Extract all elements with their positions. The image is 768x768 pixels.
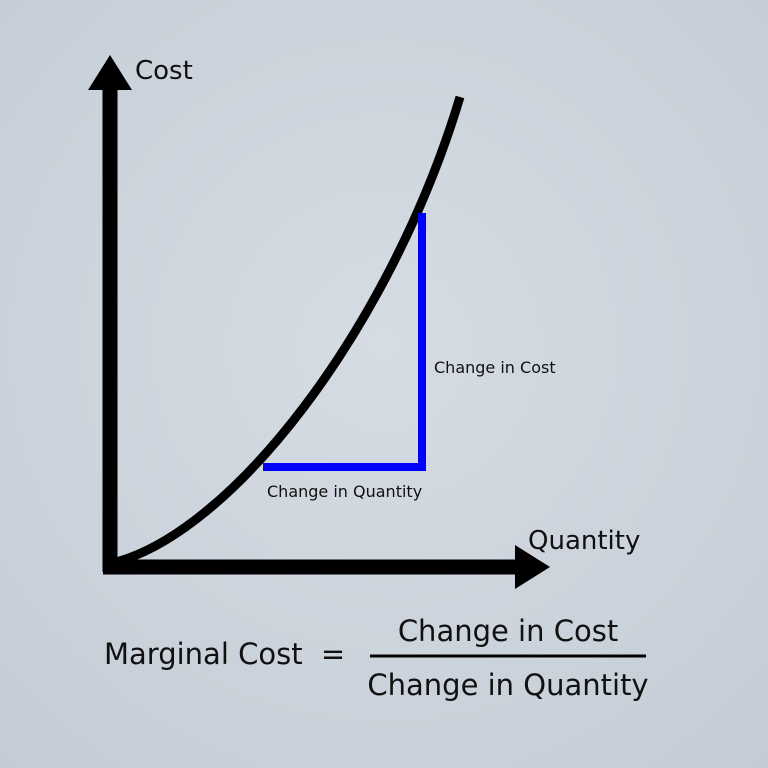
annotation: Change in Cost <box>434 358 556 377</box>
formula-equals: = <box>321 637 345 671</box>
annotation: Change in Quantity <box>267 482 422 501</box>
x-axis-label: Quantity <box>528 526 640 556</box>
x-axis-arrow <box>515 545 550 589</box>
slope-triangle <box>263 213 426 471</box>
y-axis-label: Cost <box>135 56 193 86</box>
y-axis-arrow <box>88 55 132 90</box>
cost-curve <box>110 95 465 568</box>
formula-denominator: Change in Quantity <box>367 668 648 702</box>
formula-numerator: Change in Cost <box>398 614 618 648</box>
formula-lhs: Marginal Cost <box>104 637 303 671</box>
